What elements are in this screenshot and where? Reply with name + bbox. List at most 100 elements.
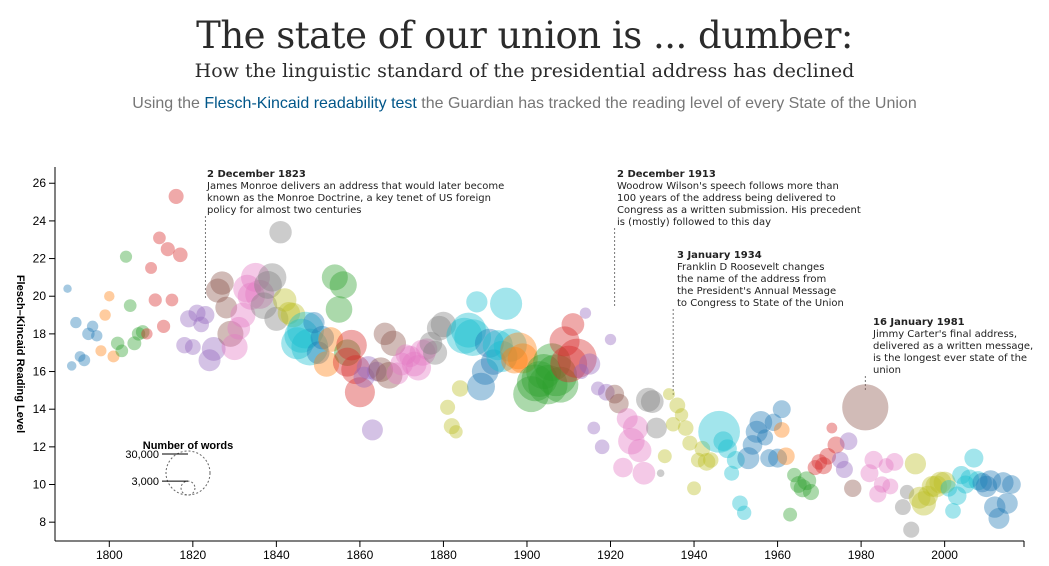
speech-bubble[interactable]	[665, 416, 681, 432]
speech-bubble[interactable]	[450, 312, 487, 348]
speech-bubble[interactable]	[198, 349, 221, 372]
speech-bubble[interactable]	[557, 338, 597, 379]
speech-bubble[interactable]	[264, 306, 289, 331]
speech-bubble[interactable]	[594, 439, 610, 455]
speech-bubble[interactable]	[903, 521, 920, 538]
speech-bubble[interactable]	[306, 341, 330, 365]
speech-bubble[interactable]	[334, 339, 361, 367]
speech-bubble[interactable]	[694, 440, 711, 457]
speech-bubble[interactable]	[839, 432, 858, 451]
speech-bubble[interactable]	[188, 304, 206, 322]
speech-bubble[interactable]	[793, 479, 812, 498]
speech-bubble[interactable]	[860, 464, 879, 483]
speech-bubble[interactable]	[578, 353, 601, 375]
speech-bubble[interactable]	[844, 479, 862, 497]
speech-bubble[interactable]	[416, 338, 438, 360]
speech-bubble[interactable]	[632, 461, 656, 485]
speech-bubble[interactable]	[493, 328, 527, 362]
speech-bubble[interactable]	[984, 496, 1006, 518]
speech-bubble[interactable]	[732, 495, 748, 512]
speech-bubble[interactable]	[882, 478, 899, 495]
speech-bubble[interactable]	[173, 247, 188, 263]
speech-bubble[interactable]	[640, 390, 664, 414]
speech-bubble[interactable]	[217, 320, 244, 347]
speech-bubble[interactable]	[908, 486, 931, 509]
speech-bubble[interactable]	[344, 377, 375, 408]
speech-bubble[interactable]	[131, 327, 146, 341]
speech-bubble[interactable]	[960, 469, 980, 489]
speech-bubble[interactable]	[466, 291, 488, 313]
speech-bubble[interactable]	[74, 351, 86, 362]
speech-bubble[interactable]	[618, 427, 645, 455]
speech-bubble[interactable]	[474, 328, 504, 358]
speech-bubble[interactable]	[507, 343, 538, 374]
speech-bubble[interactable]	[440, 399, 456, 415]
speech-bubble[interactable]	[196, 305, 215, 325]
speech-bubble[interactable]	[742, 435, 763, 455]
speech-bubble[interactable]	[807, 460, 823, 476]
speech-bubble[interactable]	[878, 458, 894, 474]
speech-bubble[interactable]	[366, 361, 387, 382]
speech-bubble[interactable]	[193, 316, 210, 333]
speech-bubble[interactable]	[390, 352, 414, 376]
speech-bubble[interactable]	[842, 384, 889, 431]
speech-bubble[interactable]	[975, 475, 998, 498]
speech-bubble[interactable]	[395, 344, 417, 365]
speech-bubble[interactable]	[107, 350, 120, 363]
speech-bubble[interactable]	[737, 447, 760, 470]
speech-bubble[interactable]	[1002, 475, 1021, 494]
speech-bubble[interactable]	[70, 316, 82, 329]
speech-bubble[interactable]	[811, 454, 828, 470]
speech-bubble[interactable]	[579, 307, 592, 319]
speech-bubble[interactable]	[303, 311, 325, 334]
speech-bubble[interactable]	[772, 400, 791, 419]
speech-bubble[interactable]	[490, 287, 523, 320]
speech-bubble[interactable]	[110, 336, 125, 351]
flesch-kincaid-link[interactable]: Flesch-Kincaid readability test	[204, 95, 417, 112]
speech-bubble[interactable]	[677, 420, 694, 436]
speech-bubble[interactable]	[269, 220, 292, 244]
speech-bubble[interactable]	[864, 450, 883, 470]
speech-bubble[interactable]	[757, 429, 774, 446]
speech-bubble[interactable]	[663, 388, 675, 401]
speech-bubble[interactable]	[373, 322, 397, 346]
speech-bubble[interactable]	[127, 336, 142, 351]
speech-bubble[interactable]	[353, 366, 375, 388]
speech-bubble[interactable]	[940, 479, 958, 497]
speech-bubble[interactable]	[956, 475, 975, 494]
speech-bubble[interactable]	[521, 361, 558, 398]
speech-bubble[interactable]	[66, 361, 77, 371]
speech-bubble[interactable]	[254, 271, 282, 299]
speech-bubble[interactable]	[802, 484, 820, 501]
speech-bubble[interactable]	[205, 278, 230, 303]
speech-bubble[interactable]	[952, 465, 971, 485]
speech-bubble[interactable]	[241, 262, 270, 292]
speech-bubble[interactable]	[835, 460, 853, 478]
speech-bubble[interactable]	[657, 449, 672, 464]
speech-bubble[interactable]	[471, 358, 499, 385]
speech-bubble[interactable]	[885, 453, 904, 471]
speech-bubble[interactable]	[176, 336, 193, 354]
speech-bubble[interactable]	[221, 334, 248, 361]
speech-bubble[interactable]	[526, 354, 562, 390]
speech-bubble[interactable]	[561, 313, 585, 336]
speech-bubble[interactable]	[760, 449, 779, 468]
speech-bubble[interactable]	[591, 381, 605, 396]
speech-bubble[interactable]	[467, 372, 495, 401]
speech-bubble[interactable]	[201, 337, 226, 361]
speech-bubble[interactable]	[480, 349, 507, 375]
speech-bubble[interactable]	[321, 264, 348, 291]
speech-bubble[interactable]	[237, 282, 265, 310]
speech-bubble[interactable]	[622, 415, 649, 441]
speech-bubble[interactable]	[964, 448, 984, 468]
speech-bubble[interactable]	[78, 354, 91, 367]
speech-bubble[interactable]	[310, 325, 335, 350]
speech-bubble[interactable]	[91, 330, 103, 342]
speech-bubble[interactable]	[929, 471, 952, 494]
speech-bubble[interactable]	[933, 471, 956, 494]
speech-bubble[interactable]	[945, 503, 961, 519]
speech-bubble[interactable]	[718, 439, 737, 459]
speech-bubble[interactable]	[869, 485, 887, 503]
speech-bubble[interactable]	[535, 354, 578, 397]
speech-bubble[interactable]	[528, 365, 568, 405]
